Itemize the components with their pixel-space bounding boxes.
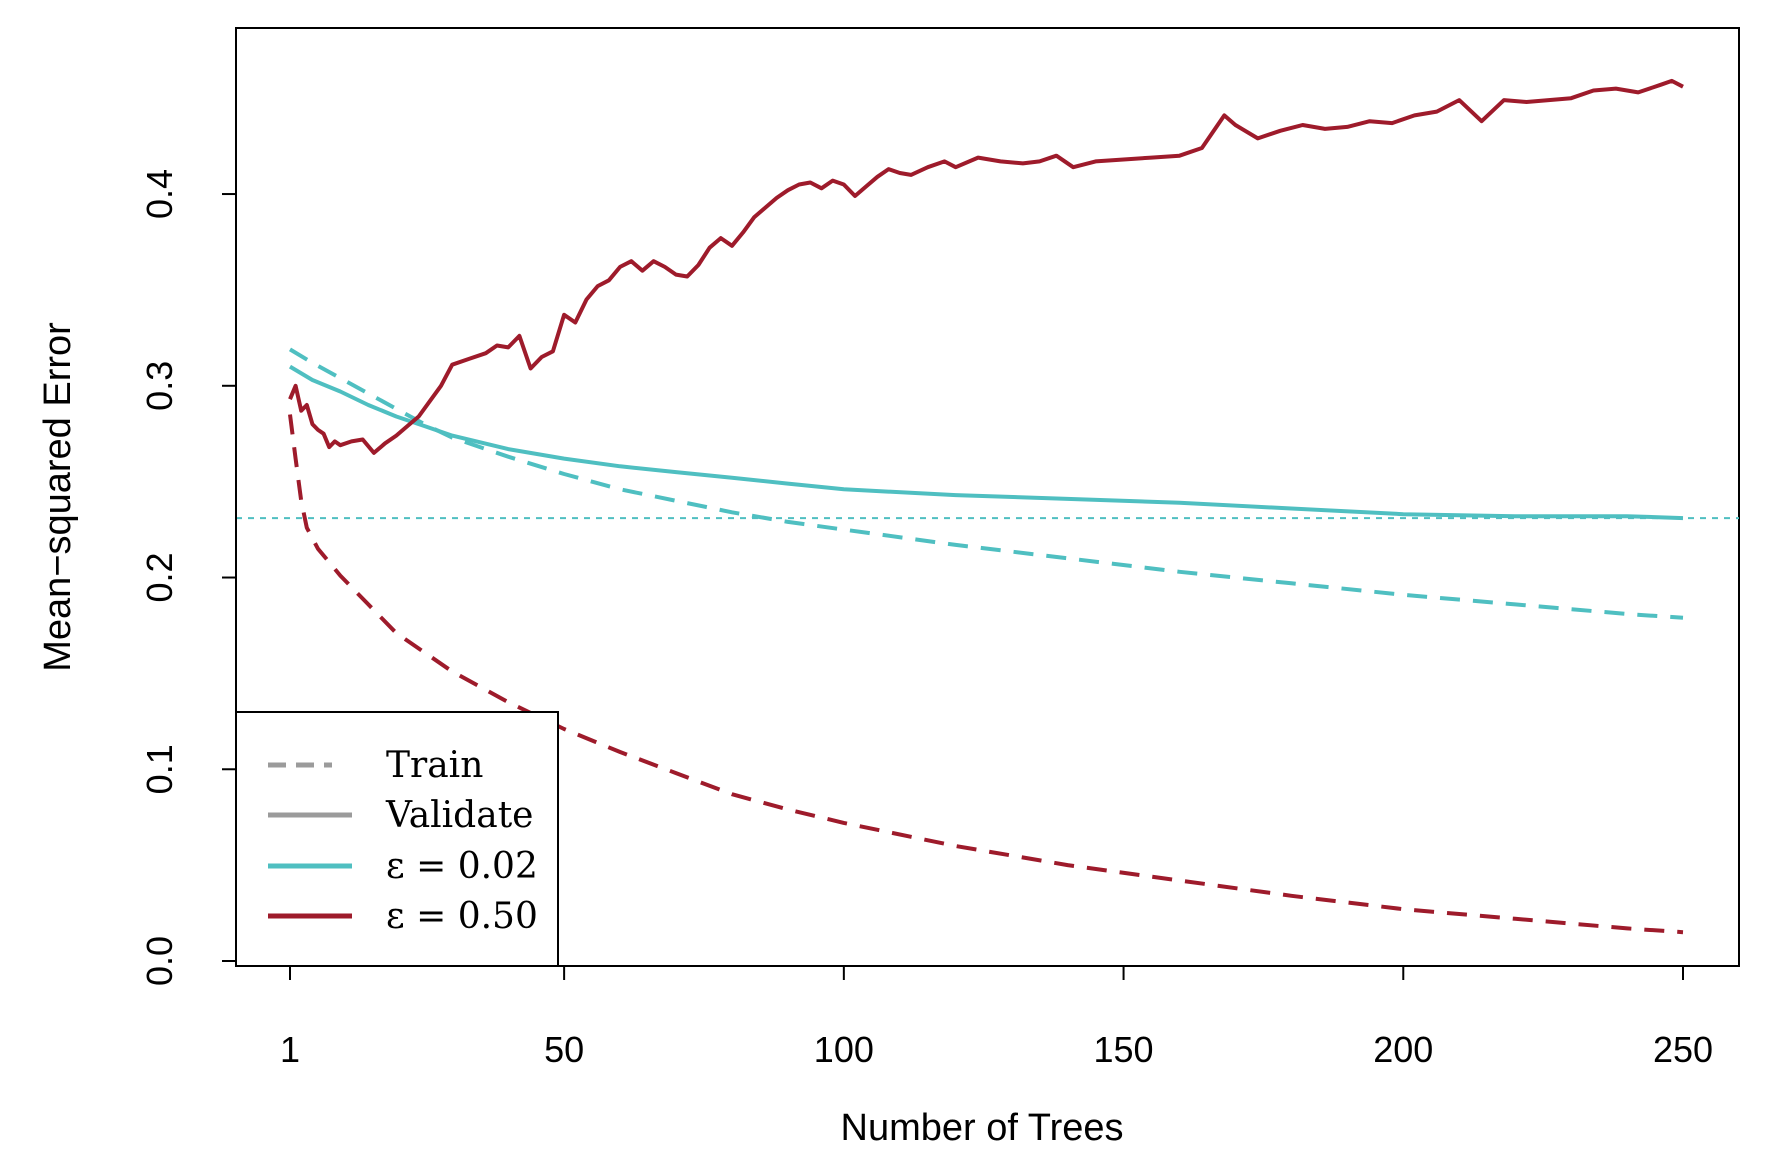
y-tick-label: 0.2 — [139, 552, 180, 602]
y-axis: 0.0 0.1 0.2 0.3 0.4 — [139, 169, 237, 986]
x-axis-title: Number of Trees — [841, 1107, 1124, 1149]
y-axis-title: Mean−squared Error — [37, 322, 79, 672]
legend-eps050-label: ε = 0.50 — [386, 896, 538, 937]
legend-eps002-label: ε = 0.02 — [386, 846, 538, 887]
x-axis: 1 50 100 150 200 250 — [280, 965, 1713, 1070]
x-tick-label: 100 — [814, 1029, 874, 1070]
series-eps-002-train — [288, 347, 1684, 620]
y-tick-label: 0.1 — [139, 744, 180, 794]
x-tick-label: 150 — [1094, 1029, 1154, 1070]
x-tick-label: 50 — [544, 1029, 584, 1070]
y-tick-label: 0.3 — [139, 361, 180, 411]
x-tick-label: 200 — [1373, 1029, 1433, 1070]
y-tick-label: 0.4 — [139, 169, 180, 219]
legend-train-label: Train — [386, 745, 483, 786]
series-eps-002-validate — [288, 364, 1684, 521]
series-eps-050-validate — [288, 78, 1684, 455]
legend-validate-label: Validate — [385, 795, 533, 836]
y-tick-label: 0.0 — [139, 936, 180, 986]
legend: Train Validate ε = 0.02 ε = 0.50 — [235, 711, 559, 967]
x-tick-label: 250 — [1653, 1029, 1713, 1070]
legend-box — [235, 711, 559, 967]
x-tick-label: 1 — [280, 1029, 300, 1070]
